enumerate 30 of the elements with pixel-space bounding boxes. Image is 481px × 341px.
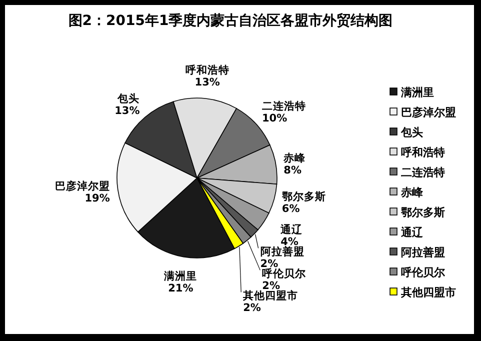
data-label: 13%	[194, 76, 220, 89]
slice-label: 满洲里	[163, 270, 198, 283]
data-label: 8%	[284, 164, 302, 177]
slice-label: 巴彦淖尔盟	[54, 180, 110, 193]
slice-label: 通辽	[280, 223, 304, 236]
slice-label: 包头	[116, 92, 140, 106]
slice-label: 其他四盟市	[242, 289, 298, 302]
slice-label: 鄂尔多斯	[282, 190, 326, 204]
data-label: 6%	[282, 203, 300, 216]
legend-label: 鄂尔多斯	[401, 206, 445, 219]
data-label: 2%	[243, 302, 262, 314]
legend-label: 呼和浩特	[401, 146, 445, 159]
legend-label: 其他四盟市	[400, 286, 456, 299]
data-label: 19%	[84, 192, 110, 205]
data-label: 21%	[168, 282, 194, 295]
legend-label: 呼伦贝尔	[401, 266, 446, 279]
slice-label: 赤峰	[282, 152, 307, 165]
data-label: 13%	[114, 105, 140, 118]
slice-label: 呼伦贝尔	[262, 267, 308, 280]
legend-label: 满洲里	[400, 86, 434, 99]
data-label: 10%	[262, 112, 288, 125]
legend-label: 通辽	[400, 226, 424, 239]
legend-label: 二连浩特	[401, 166, 445, 179]
slice-label: 二连浩特	[262, 100, 306, 113]
legend-label: 赤峰	[400, 186, 424, 199]
legend-label: 包头	[400, 126, 423, 139]
chart-title: 图2：2015年1季度内蒙古自治区各盟市外贸结构图	[68, 12, 393, 29]
slice-label: 呼和浩特	[185, 64, 230, 77]
legend-label: 巴彦淖尔盟	[401, 106, 456, 119]
legend-label: 阿拉善盟	[401, 246, 445, 259]
